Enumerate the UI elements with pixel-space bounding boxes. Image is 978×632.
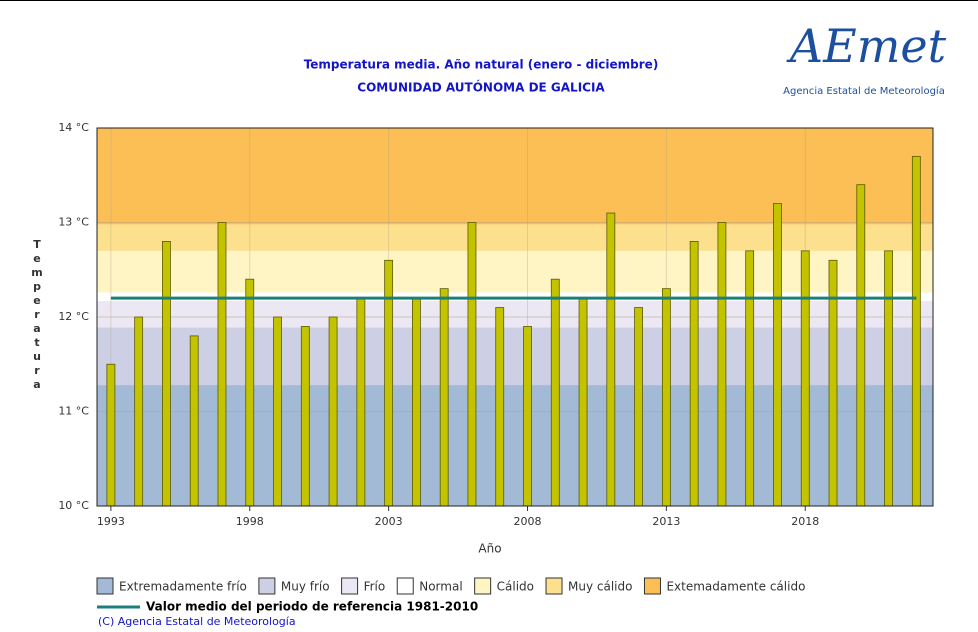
x-tick-label: 2018 bbox=[791, 515, 819, 528]
bar bbox=[911, 155, 921, 507]
bar bbox=[661, 288, 671, 507]
bar bbox=[412, 297, 421, 507]
x-tick-label: 2013 bbox=[652, 515, 680, 528]
legend-swatch bbox=[258, 577, 276, 595]
legend-swatch bbox=[96, 577, 114, 595]
band bbox=[97, 224, 933, 251]
y-tick-label: 13 °C bbox=[58, 216, 89, 229]
bar bbox=[550, 278, 560, 507]
legend-swatch bbox=[643, 577, 661, 595]
bar bbox=[217, 222, 227, 507]
legend-label: Normal bbox=[419, 580, 462, 594]
y-tick-label: 14 °C bbox=[58, 121, 89, 134]
legend-swatch bbox=[545, 577, 563, 595]
bar bbox=[606, 212, 616, 507]
bar bbox=[689, 240, 699, 507]
y-tick-label: 12 °C bbox=[58, 310, 89, 323]
bar bbox=[634, 307, 643, 507]
band bbox=[97, 327, 933, 386]
x-tick-label: 2008 bbox=[513, 515, 541, 528]
bar bbox=[578, 297, 588, 507]
bar bbox=[189, 335, 199, 507]
band bbox=[97, 128, 933, 225]
legend-label: Extemadamente cálido bbox=[666, 580, 805, 594]
x-tick-label: 1993 bbox=[97, 515, 125, 528]
logo-caption: Agencia Estatal de Meteorología bbox=[783, 85, 945, 97]
bar bbox=[300, 326, 310, 507]
bar bbox=[162, 240, 171, 507]
band bbox=[97, 250, 933, 293]
bar bbox=[884, 250, 893, 507]
legend-label: Extremadamente frío bbox=[119, 580, 247, 594]
bar bbox=[856, 184, 866, 507]
legend-swatch bbox=[396, 577, 414, 595]
legend-swatch bbox=[341, 577, 359, 595]
chart-title: Temperatura media. Año natural (enero - … bbox=[304, 58, 659, 72]
legend-label: Cálido bbox=[497, 580, 534, 594]
legend-swatch bbox=[474, 577, 492, 595]
bar bbox=[523, 326, 532, 507]
plot-frame bbox=[96, 127, 934, 507]
bar bbox=[717, 222, 727, 507]
bar bbox=[106, 363, 116, 507]
y-tick-label: 10 °C bbox=[58, 499, 89, 512]
bar bbox=[745, 250, 755, 507]
x-tick-label: 1998 bbox=[236, 515, 264, 528]
bar bbox=[800, 250, 810, 507]
logo: AEmet bbox=[786, 19, 947, 73]
legend-reference-label: Valor medio del periodo de referencia 19… bbox=[146, 600, 478, 614]
legend-label: Frío bbox=[364, 580, 386, 594]
band bbox=[97, 300, 933, 328]
band bbox=[97, 385, 933, 506]
bar bbox=[773, 203, 782, 507]
legend-label: Muy frío bbox=[281, 580, 330, 594]
x-tick-label: 2003 bbox=[375, 515, 403, 528]
bar bbox=[245, 278, 255, 507]
bar bbox=[439, 288, 449, 507]
y-tick-label: 11 °C bbox=[58, 405, 89, 418]
legend-label: Muy cálido bbox=[568, 580, 632, 594]
bar bbox=[134, 316, 144, 507]
bar bbox=[273, 316, 282, 507]
y-axis-label: Temperatura bbox=[31, 238, 44, 392]
chart-subtitle: COMUNIDAD AUTÓNOMA DE GALICIA bbox=[357, 80, 605, 95]
copyright: (C) Agencia Estatal de Meteorología bbox=[98, 615, 296, 628]
x-axis-label: Año bbox=[478, 542, 501, 556]
bar bbox=[467, 222, 477, 507]
bar bbox=[356, 297, 366, 507]
bar bbox=[328, 316, 338, 507]
bar bbox=[495, 307, 505, 507]
